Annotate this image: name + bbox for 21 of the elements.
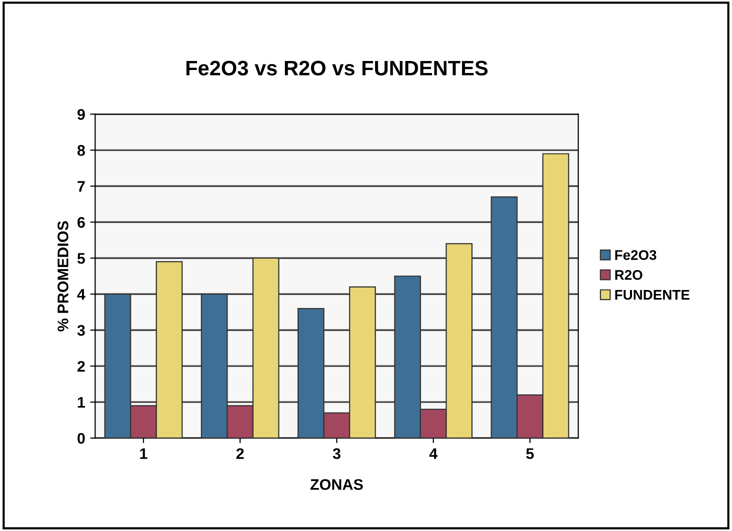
x-tick-label: 5 (526, 448, 534, 460)
y-tick-label: 5 (77, 253, 86, 264)
y-tick-label: 3 (77, 324, 85, 336)
y-axis-title: % PROMEDIOS (58, 221, 68, 332)
y-tick-label: 2 (77, 360, 85, 372)
x-tick-label: 4 (429, 448, 438, 459)
x-tick-label: 1 (140, 448, 148, 459)
legend-label: R2O (615, 270, 642, 280)
x-axis-title: ZONAS (310, 479, 363, 490)
y-tick-label: 0 (78, 432, 85, 444)
legend-label: FUNDENTE (615, 290, 690, 300)
y-tick-label: 9 (77, 109, 85, 120)
x-tick-label: 2 (236, 448, 244, 459)
y-tick-label: 6 (78, 217, 85, 228)
chart-title: Fe2O3 vs R2O vs FUNDENTES (186, 60, 488, 76)
y-tick-label: 7 (78, 181, 85, 192)
y-tick-label: 4 (77, 289, 86, 300)
y-tick-label: 1 (78, 397, 86, 408)
y-tick-label: 8 (77, 145, 85, 156)
legend-label: Fe2O3 (615, 250, 656, 260)
x-tick-label: 3 (332, 448, 340, 460)
